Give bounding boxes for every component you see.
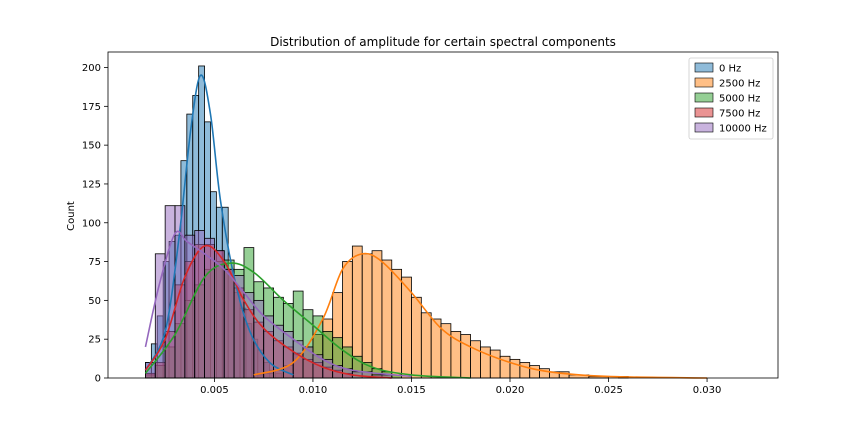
histogram-bar: [371, 250, 383, 379]
legend: 0 Hz 2500 Hz 5000 Hz 7500 Hz 10000 Hz: [688, 57, 774, 140]
histogram-bar: [214, 250, 225, 379]
histogram-bar: [381, 259, 393, 379]
histogram-bar: [411, 296, 422, 379]
kde-line-0: [144, 74, 294, 376]
y-tick-label: 100: [82, 218, 101, 229]
legend-swatch: [694, 122, 714, 133]
histogram-bar: [253, 299, 265, 379]
kde-line-2: [144, 262, 471, 379]
histogram-bar: [489, 349, 501, 379]
legend-swatch: [694, 92, 714, 103]
x-tick-label: 0.010: [299, 385, 328, 396]
plot-area-frame: [107, 51, 779, 379]
x-tick-label: 0.005: [200, 385, 229, 396]
histogram-bar: [401, 276, 412, 379]
histogram-bar: [420, 312, 432, 379]
y-tick-label: 50: [88, 296, 101, 307]
kde-layer: [144, 74, 708, 379]
legend-swatch: [694, 62, 714, 73]
legend-label: 5000 Hz: [719, 94, 760, 105]
histogram-bar: [519, 362, 531, 379]
histogram-bar: [164, 205, 176, 379]
histogram-bar: [223, 268, 235, 379]
histogram-bar: [263, 315, 274, 379]
y-tick-label: 200: [82, 63, 101, 74]
x-axis: 0.005 0.010 0.015 0.020 0.025 0.030: [200, 378, 721, 396]
histogram-bar: [460, 334, 471, 379]
histogram-bar: [529, 365, 540, 379]
y-tick-label: 125: [82, 179, 101, 190]
chart-title: Distribution of amplitude for certain sp…: [270, 35, 616, 49]
legend-label: 7500 Hz: [719, 109, 760, 120]
x-tick-label: 0.030: [693, 385, 722, 396]
y-tick-label: 0: [95, 374, 101, 385]
legend-swatch: [694, 107, 714, 118]
legend-label: 10000 Hz: [719, 124, 767, 135]
histogram-bar: [391, 268, 403, 379]
x-tick-label: 0.025: [594, 385, 623, 396]
kde-line-3: [144, 244, 392, 379]
legend-label: 2500 Hz: [719, 79, 760, 90]
y-tick-label: 25: [88, 335, 101, 346]
x-tick-label: 0.020: [496, 385, 525, 396]
histogram-bar: [470, 340, 481, 379]
y-tick-label: 75: [88, 257, 101, 268]
y-axis: 0 25 50 75 100 125 150 175 200: [82, 63, 108, 385]
legend-swatch: [694, 77, 714, 88]
kde-line-4: [144, 230, 412, 378]
legend-label: 0 Hz: [719, 64, 741, 75]
y-tick-label: 175: [82, 102, 101, 113]
y-tick-label: 150: [82, 141, 101, 152]
y-axis-label: Count: [66, 201, 77, 231]
x-tick-label: 0.015: [397, 385, 426, 396]
histogram-bar: [361, 253, 373, 379]
kde-line-1: [253, 252, 708, 379]
bars-layer: [145, 65, 629, 379]
